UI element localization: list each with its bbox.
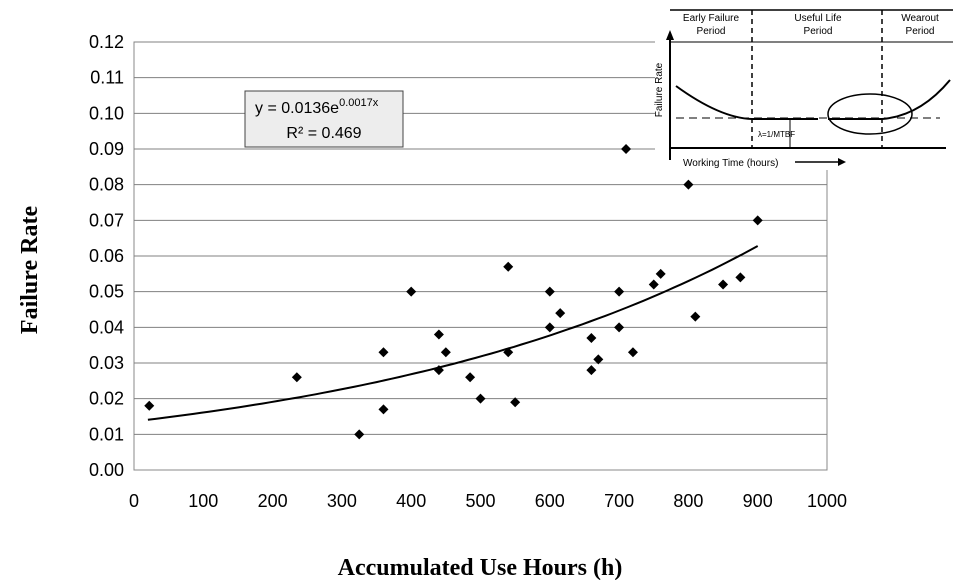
y-tick-label: 0.08 xyxy=(89,175,124,195)
data-point xyxy=(648,279,659,290)
x-tick-label: 200 xyxy=(258,491,288,511)
y-tick-label: 0.00 xyxy=(89,460,124,480)
inset-wearout-title-1: Wearout xyxy=(901,13,939,24)
data-point xyxy=(406,286,417,297)
data-point xyxy=(593,354,604,365)
data-point xyxy=(718,279,729,290)
x-tick-label: 300 xyxy=(327,491,357,511)
data-point xyxy=(627,347,638,358)
data-point xyxy=(378,404,389,415)
data-point xyxy=(510,397,521,408)
x-axis-tick-labels: 0 100 200 300 400 500 600 700 800 900 1000 xyxy=(129,491,847,511)
data-point xyxy=(683,179,694,190)
inset-early-title-2: Period xyxy=(697,26,726,37)
equation-text: y = 0.0136e0.0017x xyxy=(255,97,379,117)
data-point xyxy=(503,261,514,272)
inset-early-title-1: Early Failure xyxy=(683,13,740,24)
data-point xyxy=(614,322,625,333)
y-tick-label: 0.02 xyxy=(89,389,124,409)
x-tick-label: 1000 xyxy=(807,491,847,511)
data-point xyxy=(440,347,451,358)
r-squared-text: R² = 0.469 xyxy=(286,125,361,142)
data-point xyxy=(378,347,389,358)
y-tick-label: 0.12 xyxy=(89,32,124,52)
data-point xyxy=(475,393,486,404)
inset-useful-title-2: Period xyxy=(804,26,833,37)
data-points xyxy=(144,144,763,440)
data-point xyxy=(621,144,632,154)
y-tick-label: 0.03 xyxy=(89,353,124,373)
x-tick-label: 900 xyxy=(743,491,773,511)
y-axis-title: Failure Rate xyxy=(17,206,43,335)
data-point xyxy=(291,372,302,383)
y-tick-label: 0.09 xyxy=(89,139,124,159)
data-point xyxy=(503,347,514,358)
data-point xyxy=(614,286,625,297)
y-tick-label: 0.04 xyxy=(89,317,124,337)
data-point xyxy=(586,333,597,344)
x-tick-label: 400 xyxy=(396,491,426,511)
inset-y-label: Failure Rate xyxy=(654,62,665,117)
y-tick-label: 0.10 xyxy=(89,103,124,123)
x-tick-label: 600 xyxy=(535,491,565,511)
data-point xyxy=(655,268,666,279)
x-tick-label: 0 xyxy=(129,491,139,511)
data-point xyxy=(544,322,555,333)
x-tick-label: 700 xyxy=(604,491,634,511)
x-tick-label: 500 xyxy=(465,491,495,511)
inset-useful-title-1: Useful Life xyxy=(794,13,842,24)
x-axis-title: Accumulated Use Hours (h) xyxy=(338,555,623,580)
y-axis-tick-labels: 0.00 0.01 0.02 0.03 0.04 0.05 0.06 0.07 0.08 0.09… xyxy=(89,32,124,480)
y-tick-label: 0.11 xyxy=(90,68,124,88)
y-tick-label: 0.01 xyxy=(89,424,124,444)
y-tick-label: 0.05 xyxy=(89,282,124,302)
inset-wearout-title-2: Period xyxy=(906,26,935,37)
data-point xyxy=(354,429,365,440)
trendline-equation-box: y = 0.0136e0.0017x R² = 0.469 xyxy=(244,90,404,148)
data-point xyxy=(690,311,701,322)
y-tick-label: 0.07 xyxy=(89,210,124,230)
inset-lambda-label: λ=1/MTBF xyxy=(758,130,795,139)
data-point xyxy=(144,400,155,411)
x-tick-label: 100 xyxy=(188,491,218,511)
trendline xyxy=(147,245,759,421)
equation-prefix: y = 0.0136e xyxy=(255,100,339,117)
x-tick-label: 800 xyxy=(673,491,703,511)
data-point xyxy=(465,372,476,383)
y-tick-label: 0.06 xyxy=(89,246,124,266)
inset-bathtub-diagram: Early Failure Period Useful Life Period … xyxy=(654,2,953,170)
equation-exponent: 0.0017x xyxy=(339,97,379,109)
data-point xyxy=(586,365,597,376)
data-point xyxy=(752,215,763,226)
data-point xyxy=(544,286,555,297)
inset-x-label: Working Time (hours) xyxy=(683,158,778,169)
data-point xyxy=(433,365,444,376)
data-point xyxy=(735,272,746,283)
data-point xyxy=(555,308,566,319)
data-point xyxy=(433,329,444,340)
